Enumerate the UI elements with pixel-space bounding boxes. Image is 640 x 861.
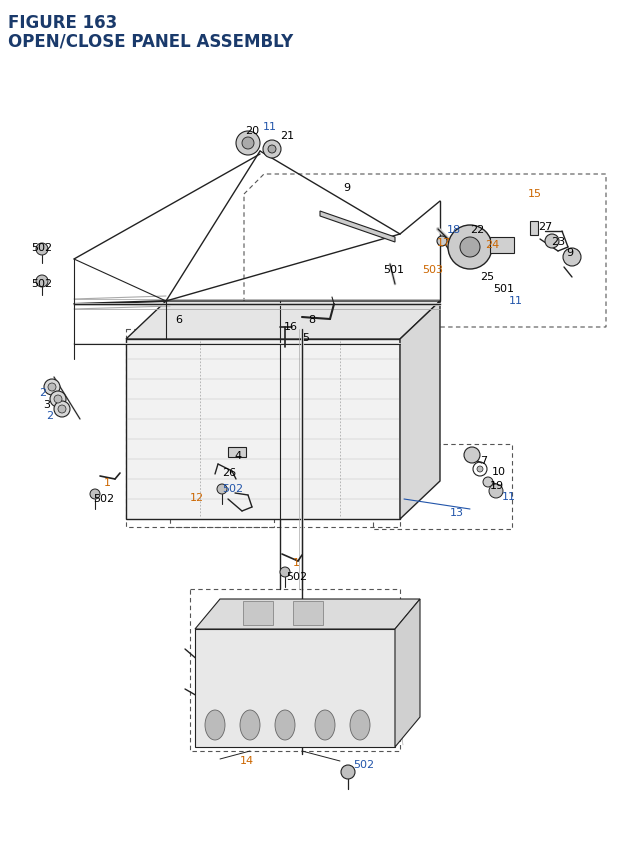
Circle shape [54,395,62,404]
Text: 9: 9 [566,248,573,257]
Circle shape [563,249,581,267]
Circle shape [341,765,355,779]
Text: 501: 501 [383,264,404,275]
Bar [170,451,274,528]
Circle shape [268,146,276,154]
Text: 14: 14 [240,755,254,765]
Text: 502: 502 [31,279,52,288]
Text: 22: 22 [470,225,484,235]
Circle shape [90,489,100,499]
Polygon shape [126,339,400,519]
Circle shape [36,276,48,288]
Text: 11: 11 [509,295,523,306]
Circle shape [483,478,493,487]
Text: 502: 502 [93,493,114,504]
Text: FIGURE 163: FIGURE 163 [8,14,117,32]
Text: 502: 502 [31,243,52,253]
Text: OPEN/CLOSE PANEL ASSEMBLY: OPEN/CLOSE PANEL ASSEMBLY [8,32,293,50]
Circle shape [477,467,483,473]
Polygon shape [195,629,395,747]
Text: 16: 16 [284,322,298,331]
Circle shape [44,380,60,395]
Text: 26: 26 [222,468,236,478]
Text: 12: 12 [190,492,204,503]
Bar [530,222,538,236]
Text: 9: 9 [343,183,350,193]
Circle shape [448,226,492,269]
Text: 25: 25 [480,272,494,282]
Bar [243,601,273,625]
Bar [293,601,323,625]
Text: 502: 502 [286,572,307,581]
Circle shape [54,401,70,418]
Text: 501: 501 [493,283,514,294]
Circle shape [489,485,503,499]
Text: 6: 6 [175,314,182,325]
Text: 7: 7 [480,455,487,466]
Circle shape [464,448,480,463]
Circle shape [48,383,56,392]
Ellipse shape [315,710,335,740]
Text: 503: 503 [422,264,443,275]
Circle shape [36,244,48,256]
Circle shape [460,238,480,257]
Circle shape [58,406,66,413]
Text: 15: 15 [528,189,542,199]
Bar [190,589,400,751]
Text: 19: 19 [490,480,504,491]
Text: 3: 3 [43,400,50,410]
Polygon shape [126,301,440,339]
Text: 5: 5 [302,332,309,343]
Ellipse shape [350,710,370,740]
Circle shape [217,485,227,494]
Circle shape [280,567,290,578]
Text: 502: 502 [222,483,243,493]
Text: 23: 23 [551,237,565,247]
Text: 1: 1 [293,557,300,567]
Text: 4: 4 [234,450,241,461]
Polygon shape [320,212,395,243]
Bar [126,330,400,528]
Bar [490,238,514,254]
Bar [373,444,512,530]
Polygon shape [195,599,420,629]
Bar [228,448,246,457]
Text: 24: 24 [485,239,499,250]
Circle shape [236,132,260,156]
Circle shape [545,235,559,249]
Text: 13: 13 [450,507,464,517]
Circle shape [263,141,281,158]
Text: 2: 2 [39,387,46,398]
Text: 21: 21 [280,131,294,141]
Text: 11: 11 [502,492,516,501]
Text: 10: 10 [492,467,506,476]
Ellipse shape [205,710,225,740]
Text: 2: 2 [46,411,53,420]
Polygon shape [400,301,440,519]
Text: 502: 502 [353,759,374,769]
Text: 18: 18 [447,225,461,235]
Text: 8: 8 [308,314,315,325]
Text: 27: 27 [538,222,552,232]
Text: 1: 1 [104,478,111,487]
Circle shape [242,138,254,150]
Circle shape [437,237,447,247]
Ellipse shape [275,710,295,740]
Text: 11: 11 [263,122,277,132]
Polygon shape [395,599,420,747]
Text: 20: 20 [245,126,259,136]
Text: 17: 17 [437,238,451,248]
Ellipse shape [240,710,260,740]
Circle shape [50,392,66,407]
